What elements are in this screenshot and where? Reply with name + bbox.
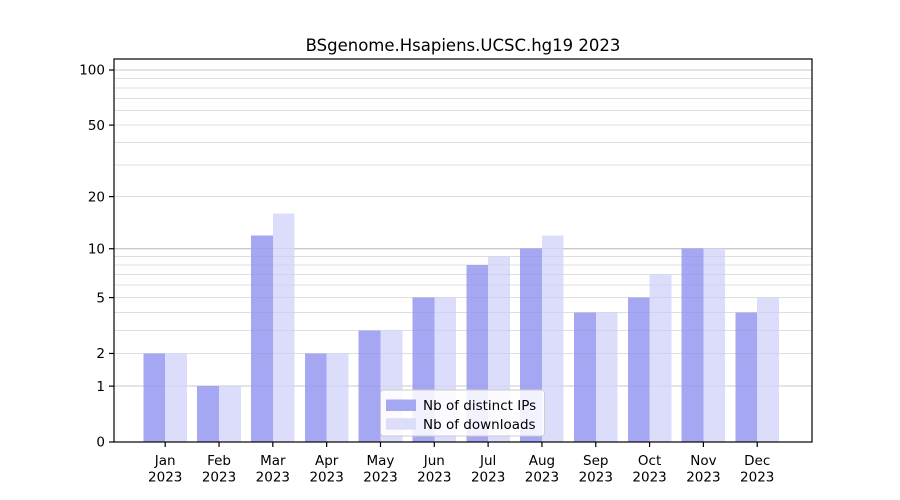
x-tick-label-month: Feb: [207, 453, 231, 469]
bar-sep-downloads: [595, 312, 618, 442]
bar-jan-downloads: [165, 353, 187, 442]
y-tick-label: 20: [88, 189, 105, 205]
x-tick-label-year: 2023: [363, 470, 397, 486]
bar-oct-downloads: [649, 274, 672, 442]
bar-oct-distinct-ips: [627, 297, 650, 442]
x-tick-label-month: Oct: [638, 453, 661, 469]
x-tick-label-year: 2023: [632, 470, 666, 486]
bar-feb-downloads: [219, 386, 241, 442]
legend-label-downloads: Nb of downloads: [423, 417, 536, 433]
bar-apr-distinct-ips: [304, 353, 327, 442]
x-tick-label-year: 2023: [309, 470, 343, 486]
y-tick-label: 0: [96, 435, 105, 451]
bar-feb-distinct-ips: [197, 386, 220, 442]
bar-aug-downloads: [541, 235, 564, 442]
y-tick-label: 1: [96, 379, 105, 395]
bar-mar-distinct-ips: [251, 235, 273, 442]
x-tick-label-month: Apr: [315, 453, 339, 469]
bar-apr-downloads: [326, 353, 349, 442]
x-tick-label-month: Aug: [529, 453, 555, 469]
bar-sep-distinct-ips: [573, 312, 596, 442]
x-tick-label-month: Nov: [690, 453, 716, 469]
bar-mar-downloads: [272, 213, 295, 442]
y-tick-label: 50: [88, 118, 105, 134]
bar-dec-distinct-ips: [735, 312, 758, 442]
x-tick-label-month: Sep: [583, 453, 608, 469]
chart-title: BSgenome.Hsapiens.UCSC.hg19 2023: [305, 36, 621, 55]
legend-swatch-distinct-ips: [386, 399, 416, 411]
bar-dec-downloads: [757, 297, 780, 442]
x-tick-label-month: Jun: [423, 453, 445, 469]
x-tick-label-year: 2023: [740, 470, 774, 486]
x-tick-label-month: Jul: [479, 453, 496, 469]
x-tick-label-month: May: [367, 453, 395, 469]
x-tick-label-year: 2023: [525, 470, 559, 486]
bar-jan-distinct-ips: [143, 353, 166, 442]
x-tick-label-year: 2023: [417, 470, 451, 486]
x-tick-label-year: 2023: [579, 470, 613, 486]
y-tick-label: 2: [96, 346, 105, 362]
y-tick-label: 10: [88, 241, 105, 257]
legend-box: [380, 389, 545, 437]
plot-border: [113, 58, 813, 443]
legend-label-distinct-ips: Nb of distinct IPs: [423, 398, 536, 414]
x-tick-label-month: Jan: [154, 453, 176, 469]
x-tick-label-year: 2023: [148, 470, 182, 486]
bar-may-distinct-ips: [358, 330, 381, 442]
x-tick-label-year: 2023: [471, 470, 505, 486]
legend-swatch-downloads: [386, 418, 416, 430]
x-tick-label-month: Dec: [744, 453, 770, 469]
x-tick-label-year: 2023: [202, 470, 236, 486]
y-tick-label: 100: [79, 63, 105, 79]
x-tick-label-month: Mar: [260, 453, 286, 469]
y-tick-label: 5: [96, 290, 105, 306]
bar-nov-distinct-ips: [681, 248, 704, 442]
x-tick-label-year: 2023: [686, 470, 720, 486]
x-tick-label-year: 2023: [256, 470, 290, 486]
bar-nov-downloads: [703, 248, 726, 442]
